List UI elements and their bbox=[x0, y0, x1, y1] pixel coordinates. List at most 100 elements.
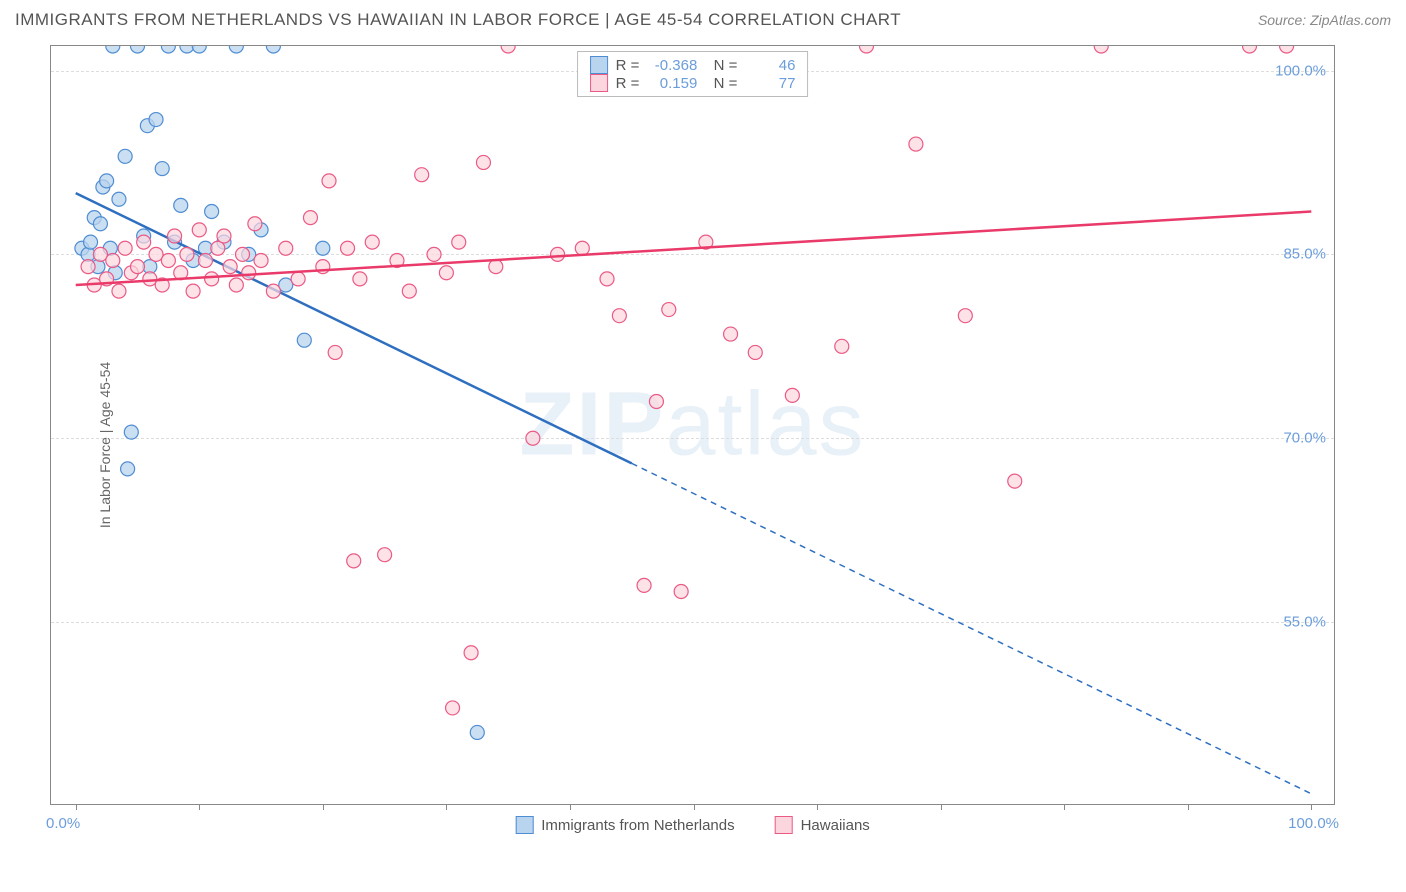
data-point-netherlands bbox=[470, 725, 484, 739]
data-point-netherlands bbox=[100, 174, 114, 188]
data-point-netherlands bbox=[93, 217, 107, 231]
data-point-netherlands bbox=[266, 46, 280, 53]
data-point-netherlands bbox=[174, 198, 188, 212]
x-tick-label-min: 0.0% bbox=[46, 815, 80, 832]
data-point-hawaiians bbox=[303, 211, 317, 225]
stats-row-netherlands: R = -0.368 N = 46 bbox=[590, 56, 796, 74]
x-tick bbox=[199, 804, 200, 810]
data-point-hawaiians bbox=[415, 168, 429, 182]
data-point-netherlands bbox=[205, 204, 219, 218]
data-point-netherlands bbox=[316, 241, 330, 255]
data-point-hawaiians bbox=[637, 578, 651, 592]
data-point-hawaiians bbox=[439, 266, 453, 280]
data-point-hawaiians bbox=[229, 278, 243, 292]
data-point-hawaiians bbox=[1280, 46, 1294, 53]
data-point-hawaiians bbox=[192, 223, 206, 237]
x-tick-label-max: 100.0% bbox=[1288, 815, 1339, 832]
data-point-netherlands bbox=[229, 46, 243, 53]
y-tick-label: 100.0% bbox=[1275, 62, 1326, 79]
data-point-hawaiians bbox=[322, 174, 336, 188]
data-point-netherlands bbox=[121, 462, 135, 476]
stats-legend-box: R = -0.368 N = 46 R = 0.159 N = 77 bbox=[577, 51, 809, 97]
data-point-hawaiians bbox=[600, 272, 614, 286]
legend-label-hawaiians: Hawaiians bbox=[801, 817, 870, 834]
x-tick bbox=[1311, 804, 1312, 810]
data-point-hawaiians bbox=[180, 247, 194, 261]
chart-header: IMMIGRANTS FROM NETHERLANDS VS HAWAIIAN … bbox=[0, 0, 1406, 35]
x-tick bbox=[323, 804, 324, 810]
swatch-hawaiians bbox=[590, 74, 608, 92]
legend-swatch-hawaiians bbox=[775, 816, 793, 834]
data-point-hawaiians bbox=[748, 345, 762, 359]
data-point-hawaiians bbox=[112, 284, 126, 298]
data-point-hawaiians bbox=[198, 254, 212, 268]
n-label: N = bbox=[705, 75, 737, 92]
bottom-legend: Immigrants from Netherlands Hawaiians bbox=[515, 816, 870, 834]
data-point-netherlands bbox=[297, 333, 311, 347]
x-tick bbox=[694, 804, 695, 810]
data-point-hawaiians bbox=[1243, 46, 1257, 53]
data-point-hawaiians bbox=[130, 260, 144, 274]
data-point-hawaiians bbox=[649, 394, 663, 408]
data-point-hawaiians bbox=[958, 309, 972, 323]
trendline-netherlands bbox=[76, 193, 632, 463]
data-point-hawaiians bbox=[168, 229, 182, 243]
data-point-hawaiians bbox=[526, 431, 540, 445]
data-point-hawaiians bbox=[353, 272, 367, 286]
data-point-hawaiians bbox=[551, 247, 565, 261]
y-tick-label: 55.0% bbox=[1283, 614, 1326, 631]
data-point-hawaiians bbox=[328, 345, 342, 359]
data-point-netherlands bbox=[118, 149, 132, 163]
data-point-hawaiians bbox=[106, 254, 120, 268]
data-point-hawaiians bbox=[402, 284, 416, 298]
x-tick bbox=[817, 804, 818, 810]
r-label: R = bbox=[616, 75, 640, 92]
data-point-hawaiians bbox=[378, 548, 392, 562]
data-point-hawaiians bbox=[266, 284, 280, 298]
data-point-netherlands bbox=[124, 425, 138, 439]
x-tick bbox=[446, 804, 447, 810]
data-point-hawaiians bbox=[452, 235, 466, 249]
chart-source: Source: ZipAtlas.com bbox=[1258, 12, 1391, 28]
data-point-hawaiians bbox=[186, 284, 200, 298]
legend-label-netherlands: Immigrants from Netherlands bbox=[541, 817, 734, 834]
data-point-hawaiians bbox=[279, 241, 293, 255]
x-tick bbox=[941, 804, 942, 810]
data-point-netherlands bbox=[130, 46, 144, 53]
legend-swatch-netherlands bbox=[515, 816, 533, 834]
stats-row-hawaiians: R = 0.159 N = 77 bbox=[590, 74, 796, 92]
data-point-hawaiians bbox=[1094, 46, 1108, 53]
data-point-hawaiians bbox=[446, 701, 460, 715]
y-axis-label: In Labor Force | Age 45-54 bbox=[97, 362, 113, 528]
n-value-netherlands: 46 bbox=[745, 57, 795, 74]
data-point-hawaiians bbox=[575, 241, 589, 255]
data-point-hawaiians bbox=[476, 155, 490, 169]
data-point-hawaiians bbox=[254, 254, 268, 268]
data-point-hawaiians bbox=[674, 584, 688, 598]
data-point-netherlands bbox=[161, 46, 175, 53]
data-point-hawaiians bbox=[161, 254, 175, 268]
r-value-netherlands: -0.368 bbox=[647, 57, 697, 74]
scatter-plot bbox=[51, 46, 1334, 804]
n-label: N = bbox=[705, 57, 737, 74]
data-point-hawaiians bbox=[662, 303, 676, 317]
data-point-netherlands bbox=[84, 235, 98, 249]
plot-area: ZIPatlas R = -0.368 N = 46 R = 0.159 N =… bbox=[50, 45, 1335, 805]
r-label: R = bbox=[616, 57, 640, 74]
data-point-hawaiians bbox=[859, 46, 873, 53]
x-tick bbox=[1188, 804, 1189, 810]
data-point-hawaiians bbox=[612, 309, 626, 323]
x-tick bbox=[76, 804, 77, 810]
x-tick bbox=[1064, 804, 1065, 810]
data-point-hawaiians bbox=[835, 339, 849, 353]
data-point-hawaiians bbox=[205, 272, 219, 286]
data-point-hawaiians bbox=[118, 241, 132, 255]
data-point-hawaiians bbox=[464, 646, 478, 660]
data-point-hawaiians bbox=[236, 247, 250, 261]
data-point-netherlands bbox=[112, 192, 126, 206]
data-point-hawaiians bbox=[217, 229, 231, 243]
data-point-hawaiians bbox=[1008, 474, 1022, 488]
data-point-hawaiians bbox=[489, 260, 503, 274]
x-tick bbox=[570, 804, 571, 810]
data-point-hawaiians bbox=[291, 272, 305, 286]
